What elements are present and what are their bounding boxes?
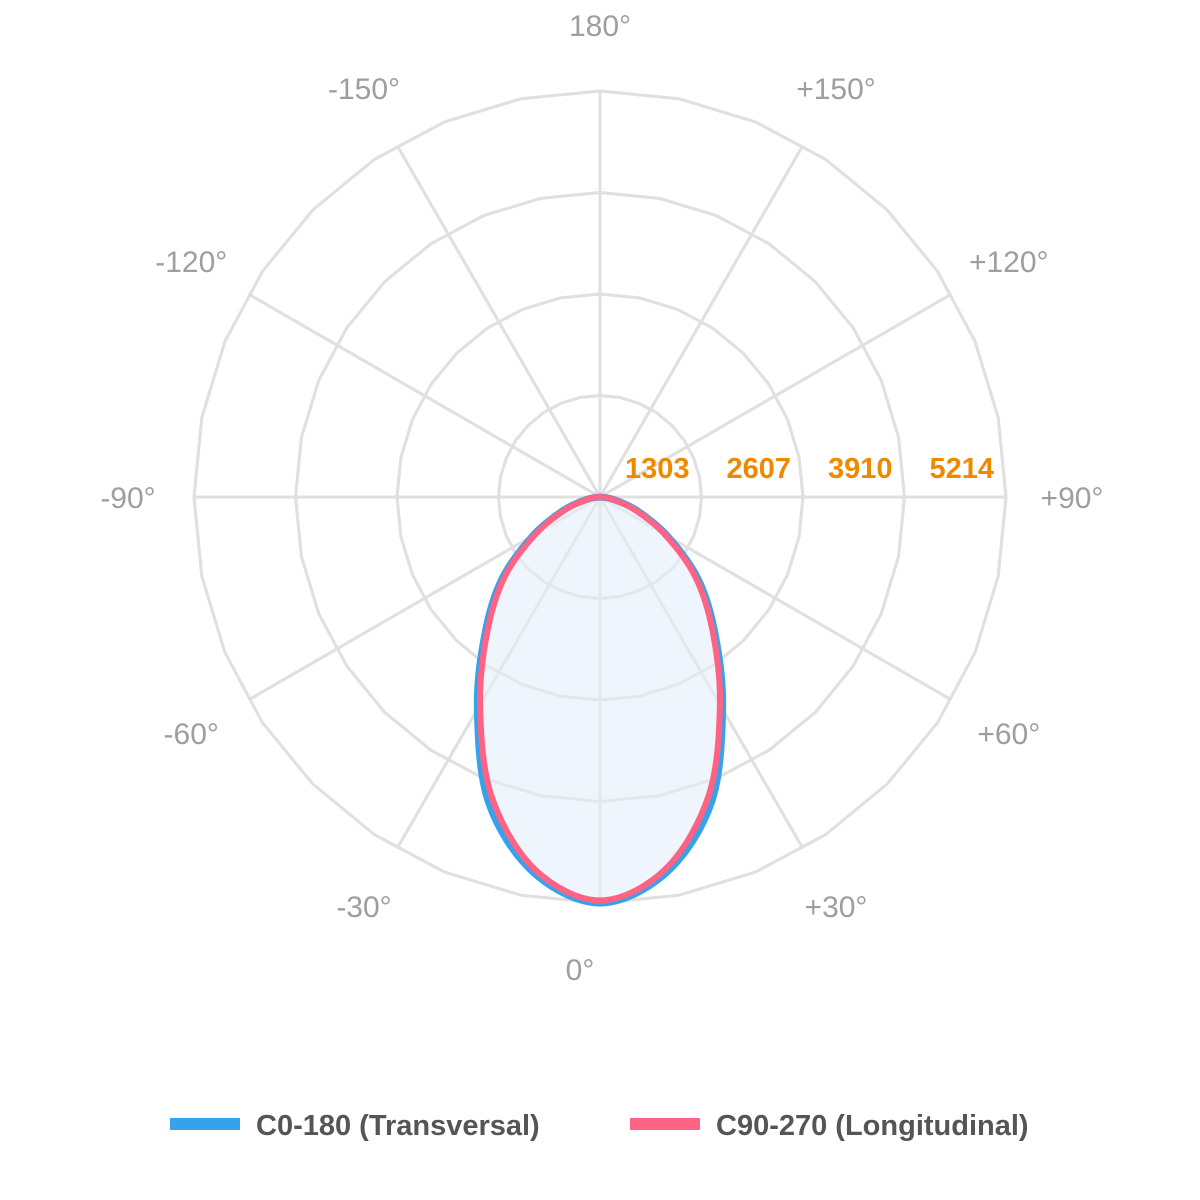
legend-swatch: [170, 1118, 240, 1130]
ring-labels: 1303 2607 3910 5214: [625, 453, 994, 485]
ring-label: 5214: [929, 453, 994, 485]
ring-label: 1303: [625, 453, 690, 485]
legend: C0-180 (Transversal) C90-270 (Longitudina…: [170, 1110, 1029, 1142]
angle-label: +90°: [1041, 482, 1104, 515]
angle-label: -30°: [336, 891, 391, 924]
series-line-c90-270: [477, 494, 723, 904]
grid-spoke: [395, 144, 602, 498]
legend-item[interactable]: C90-270 (Longitudinal): [630, 1110, 1029, 1142]
legend-label: C90-270 (Longitudinal): [716, 1110, 1029, 1142]
angle-label: +30°: [805, 891, 868, 924]
angle-labels: 180° +150° +120° +90° +60° +30° 0° -30° -60° -90°…: [100, 10, 1103, 987]
angle-label: 180°: [569, 10, 631, 43]
angle-label: -90°: [100, 482, 155, 515]
angle-label: +60°: [977, 718, 1040, 751]
legend-item[interactable]: C0-180 (Transversal): [170, 1110, 540, 1142]
ring-label: 2607: [726, 453, 791, 485]
angle-label: +150°: [796, 73, 876, 106]
series-layer: [473, 493, 727, 907]
angle-label: 0°: [566, 954, 595, 987]
grid-spoke: [599, 292, 953, 499]
legend-label: C0-180 (Transversal): [256, 1110, 540, 1142]
grid-overlay: [192, 89, 1008, 905]
grid-spoke: [247, 292, 601, 499]
angle-label: -150°: [328, 73, 400, 106]
angle-label: +120°: [969, 246, 1049, 279]
angle-label: -120°: [155, 246, 227, 279]
ring-label: 3910: [828, 453, 893, 485]
angle-label: -60°: [164, 718, 219, 751]
grid-spoke: [598, 144, 805, 498]
legend-swatch: [630, 1118, 700, 1130]
grid-spoke: [598, 496, 805, 850]
grid-spoke: [395, 496, 602, 850]
